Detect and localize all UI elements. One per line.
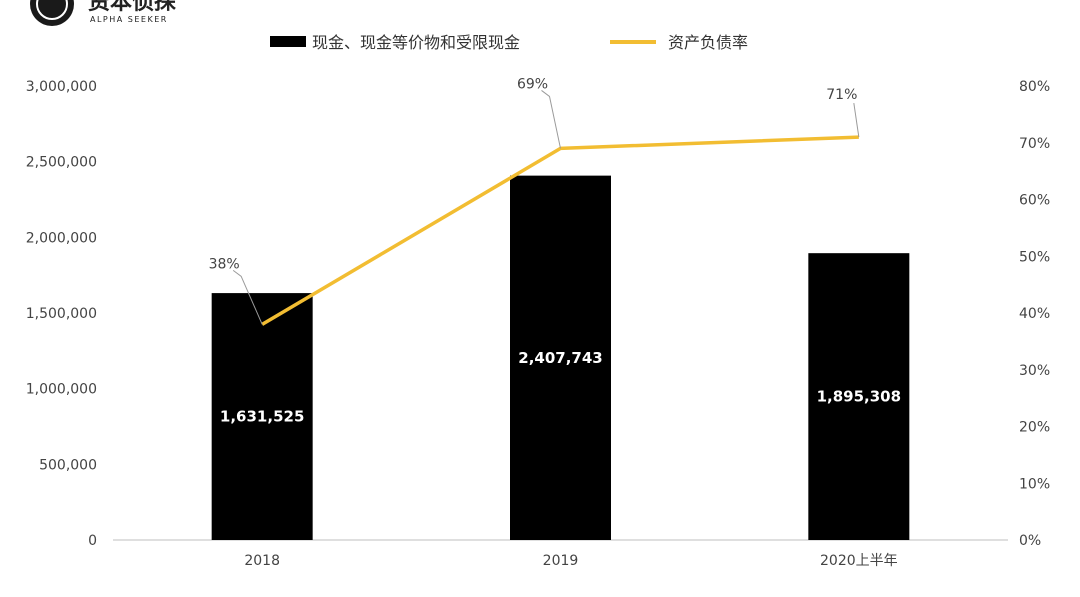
bar-value-label: 1,895,308 xyxy=(817,388,901,406)
y-right-tick-label: 0% xyxy=(1019,533,1041,549)
bar xyxy=(808,253,910,540)
logo-emblem xyxy=(30,0,74,26)
y-left-tick-label: 1,500,000 xyxy=(26,306,97,322)
bar-value-label: 1,631,525 xyxy=(220,408,304,426)
y-right-tick-label: 40% xyxy=(1019,306,1050,322)
y-right-tick-label: 20% xyxy=(1019,420,1050,436)
legend: 现金、现金等价物和受限现金 资产负债率 xyxy=(270,33,748,52)
legend-label-bar: 现金、现金等价物和受限现金 xyxy=(312,33,520,52)
brand-name-en: ALPHA SEEKER xyxy=(90,15,168,24)
y-left-tick-label: 1,000,000 xyxy=(26,382,97,398)
y-right-tick-label: 80% xyxy=(1019,79,1050,95)
bar-value-label: 2,407,743 xyxy=(518,349,602,367)
x-tick-label: 2018 xyxy=(244,553,280,569)
bar xyxy=(510,175,611,540)
line-value-label: 71% xyxy=(826,87,857,103)
data-label-leader xyxy=(232,269,263,325)
plot-area: 0 500,000 1,000,000 1,500,000 2,000,000 2,500… xyxy=(26,76,1050,569)
y-left-tick-label: 0 xyxy=(88,533,97,549)
data-label-leader xyxy=(853,103,860,138)
line-value-label: 38% xyxy=(209,256,240,272)
y-right-tick-label: 70% xyxy=(1019,136,1050,152)
y-right-tick-label: 10% xyxy=(1019,476,1050,492)
y-left-tick-label: 3,000,000 xyxy=(26,79,97,95)
x-tick-label: 2020上半年 xyxy=(820,553,898,569)
brand-name-cn: 资本侦探 xyxy=(88,0,176,15)
brand-logo: 资本侦探 ALPHA SEEKER xyxy=(30,0,176,26)
line-value-label: 69% xyxy=(517,76,548,92)
logo-emblem-ring xyxy=(36,0,68,20)
bar xyxy=(211,293,313,540)
y-right-tick-label: 60% xyxy=(1019,193,1050,209)
y-left-tick-label: 500,000 xyxy=(39,457,97,473)
data-label-leader xyxy=(541,90,561,149)
legend-label-line: 资产负债率 xyxy=(668,33,748,52)
y-left-tick-label: 2,000,000 xyxy=(26,230,97,246)
y-left-tick-label: 2,500,000 xyxy=(26,155,97,171)
y-right-tick-label: 30% xyxy=(1019,363,1050,379)
y-right-tick-label: 50% xyxy=(1019,249,1050,265)
x-tick-label: 2019 xyxy=(543,553,579,569)
legend-swatch-bar xyxy=(270,36,306,47)
